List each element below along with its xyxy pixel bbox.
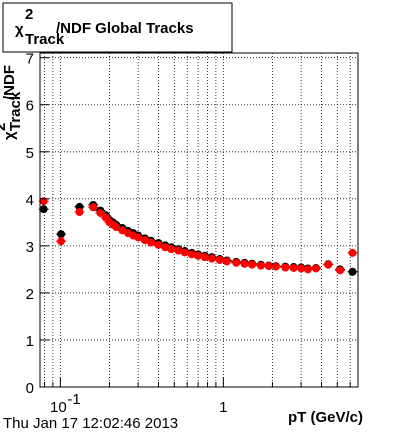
point <box>303 265 312 274</box>
point <box>187 250 196 259</box>
x-tick-label: 10 <box>50 399 67 416</box>
point <box>215 255 224 264</box>
point <box>222 257 231 266</box>
y-label-symbol: χ <box>1 131 18 140</box>
title-box <box>2 2 233 53</box>
y-tick-label: 2 <box>26 286 34 303</box>
y-label-sup: 2 <box>0 123 9 131</box>
point <box>240 259 249 268</box>
point <box>57 237 66 246</box>
point <box>232 258 241 267</box>
title-symbol: χ <box>15 21 24 38</box>
point <box>134 233 143 242</box>
point <box>180 248 189 257</box>
point <box>75 208 84 217</box>
y-tick-label: 3 <box>26 239 34 256</box>
title-sup: 2 <box>25 6 33 23</box>
point <box>311 264 320 273</box>
point <box>112 223 121 232</box>
point <box>281 263 290 272</box>
point <box>271 262 280 271</box>
y-tick-label: 0 <box>26 380 34 397</box>
x-tick-label: 1 <box>219 399 227 416</box>
title-rest: /NDF Global Tracks <box>56 20 194 37</box>
point <box>147 238 156 247</box>
point <box>57 230 66 239</box>
plot-area <box>38 53 358 388</box>
point <box>324 260 333 269</box>
frame <box>39 52 359 388</box>
point <box>194 251 203 260</box>
y-tick-label: 5 <box>26 145 34 162</box>
point <box>89 203 98 212</box>
point <box>96 208 105 217</box>
point <box>256 261 265 270</box>
point <box>167 245 176 254</box>
x-axis-label: pT (GeV/c) <box>288 409 363 426</box>
point <box>348 267 357 276</box>
x-tick-exponent: -1 <box>67 391 80 408</box>
title-sub: Track <box>25 31 65 48</box>
point <box>200 253 209 262</box>
point <box>297 264 306 273</box>
point <box>348 248 357 257</box>
y-label-sub: Track <box>7 91 24 131</box>
y-tick-label: 1 <box>26 333 34 350</box>
point <box>264 262 273 271</box>
point <box>289 263 298 272</box>
y-axis-label: χ 2 Track /NDF <box>0 65 24 140</box>
y-label-rest: /NDF <box>1 65 18 100</box>
point <box>248 260 257 269</box>
footer: Thu Jan 17 12:02:46 2013 <box>3 415 178 432</box>
y-tick-label: 7 <box>26 51 34 68</box>
y-tick-label: 4 <box>26 192 34 209</box>
y-tick-label: 6 <box>26 98 34 115</box>
point <box>39 205 48 214</box>
point <box>207 254 216 263</box>
point <box>336 266 345 275</box>
